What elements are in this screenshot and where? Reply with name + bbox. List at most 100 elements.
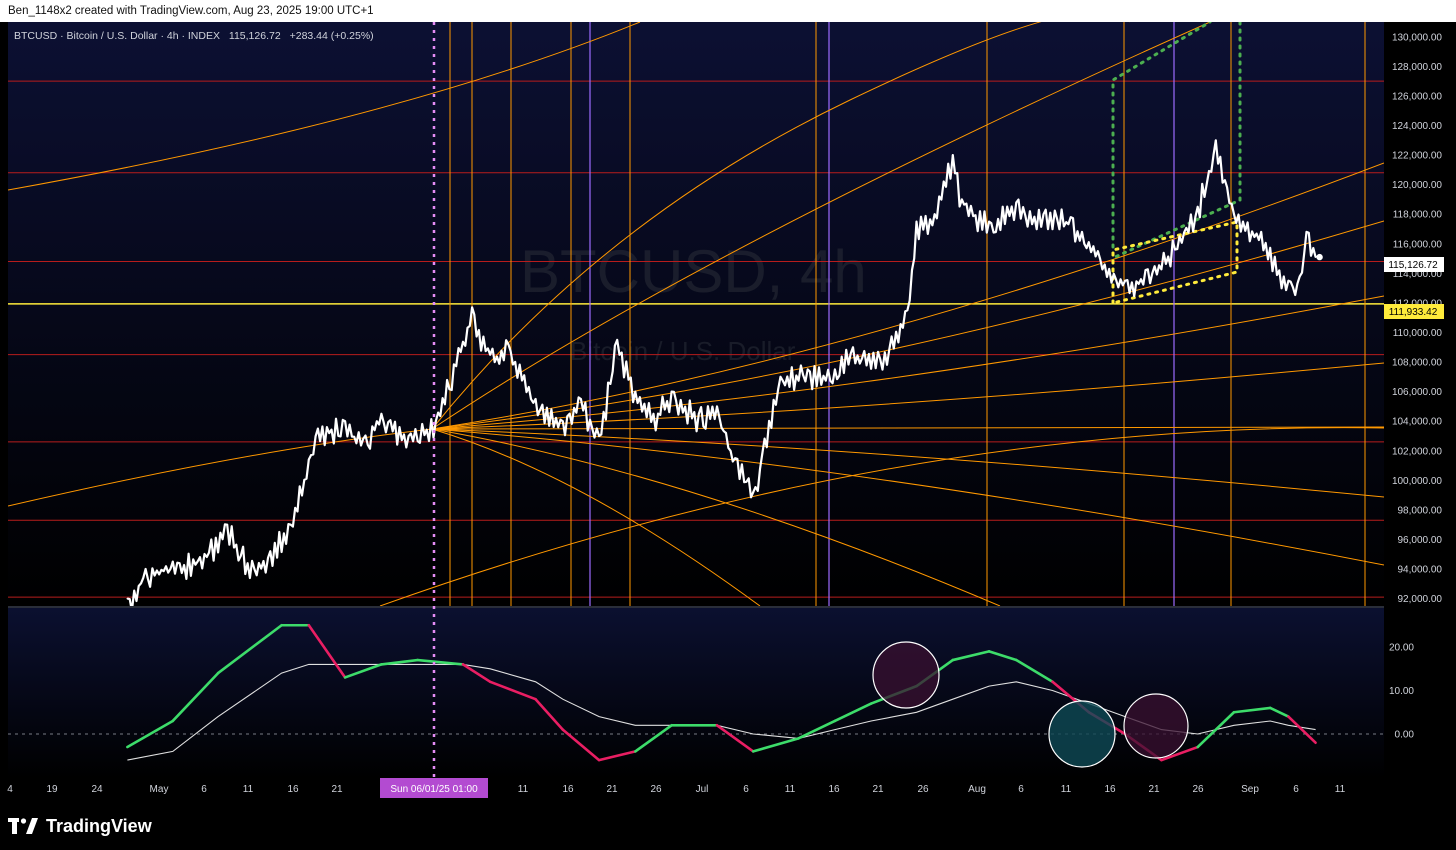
osc-highlight-circle[interactable] (1048, 700, 1116, 768)
last-price-label: 115,126.72 (1388, 260, 1438, 271)
price-point (507, 343, 510, 346)
oscillator-highlights[interactable] (872, 641, 1189, 768)
price-tick-label: 110,000.00 (1393, 328, 1443, 339)
price-point (534, 398, 537, 400)
price-axis[interactable]: 130,000.00 128,000.00 126,000.00 124,000.00… (1392, 32, 1442, 605)
last-price-dot (1316, 253, 1323, 261)
watermark-description: Bitcoin / U.S. Dollar (570, 336, 796, 366)
osc-fast-segment (1160, 745, 1199, 762)
time-tick-label: 11 (785, 784, 796, 795)
price-point (833, 368, 836, 371)
price-series-layer (126, 139, 1323, 606)
price-tick-label: 94,000.00 (1398, 565, 1443, 576)
green-dotted-channel (1111, 22, 1242, 305)
price-point (289, 523, 292, 526)
yellow-dotted-channel (1111, 220, 1239, 305)
osc-highlight-circle[interactable] (872, 641, 940, 709)
price-point (915, 220, 918, 223)
time-tick-label: 11 (243, 784, 254, 795)
osc-fast-segment (534, 697, 565, 731)
arc-line (431, 22, 1211, 430)
time-tick-label: May (150, 784, 169, 795)
price-point (616, 338, 619, 341)
arc-line (8, 22, 641, 191)
watermark-symbol: BTCUSD, 4h (520, 238, 867, 305)
price-tick-label: 118,000.00 (1393, 210, 1443, 221)
price-point (960, 198, 963, 201)
osc-fast-segment (126, 719, 175, 749)
osc-fast-segment (833, 702, 873, 723)
osc-fast-segment (1232, 706, 1272, 714)
fan-line (431, 162, 1384, 430)
price-point (779, 375, 782, 378)
osc-highlight-circle[interactable] (1123, 693, 1189, 759)
time-tick-label: 16 (287, 784, 299, 795)
footer-bar (0, 800, 1456, 850)
osc-fast-segment (797, 719, 837, 740)
osc-fast-segment (416, 658, 465, 666)
level-price-tag: 111,933.42 (1384, 304, 1444, 319)
legend-change: +283.44 (+0.25%) (290, 30, 374, 42)
legend-price: 115,126.72 (229, 30, 281, 42)
price-point (879, 358, 882, 360)
time-axis[interactable]: 4 19 24 May 6 11 16 21 21 11 6 21 26 Jul 6 11 16 21 26 Aug 6… (7, 784, 1345, 795)
time-tick-label: 21 (331, 784, 343, 795)
price-tick-label: 104,000.00 (1392, 417, 1442, 428)
price-point (362, 438, 365, 440)
tradingview-logo[interactable]: TradingView (8, 815, 152, 837)
price-point (670, 390, 673, 393)
price-tick-label: 128,000.00 (1392, 62, 1442, 73)
osc-fast-segment (488, 680, 537, 701)
price-point (1296, 282, 1299, 285)
price-tick-label: 106,000.00 (1392, 387, 1442, 398)
osc-fast-segment (380, 658, 419, 666)
osc-fast-segment (1014, 658, 1054, 684)
price-point (253, 568, 256, 570)
price-tick-label: 100,000.00 (1392, 476, 1442, 487)
price-tick-label: 130,000.00 (1392, 32, 1442, 43)
price-tick-label: 126,000.00 (1392, 91, 1442, 102)
fan-line (431, 428, 761, 606)
price-point (1178, 235, 1181, 238)
price-point (806, 368, 809, 371)
price-tick-label: 112,000.00 (1393, 298, 1443, 309)
price-point (171, 560, 174, 563)
osc-fast-segment (216, 623, 283, 675)
price-point (1242, 220, 1244, 223)
osc-tick-label: 0.00 (1395, 730, 1415, 741)
price-tick-label: 98,000.00 (1398, 505, 1443, 516)
price-point (489, 353, 492, 356)
time-tick-label: 16 (1104, 784, 1116, 795)
price-point (852, 346, 854, 349)
price-point (634, 390, 637, 393)
price-point (1097, 250, 1099, 253)
fan-line (431, 426, 1384, 430)
osc-fast-segment (634, 723, 673, 753)
price-point (906, 309, 909, 312)
time-tick-label: 16 (828, 784, 840, 795)
time-tick-label: 6 (743, 784, 749, 795)
time-tick-label: 21 (1148, 784, 1160, 795)
osc-fast-segment (951, 650, 991, 662)
price-point (407, 435, 410, 437)
fan-line (431, 428, 1384, 498)
arc-line (431, 22, 1130, 430)
price-point (697, 412, 700, 415)
osc-fast-segment (751, 737, 800, 753)
price-tick-label: 92,000.00 (1398, 594, 1443, 605)
oscillator-pane[interactable] (8, 608, 1384, 778)
price-point (716, 405, 718, 408)
price-point (988, 220, 990, 223)
fan-line (431, 295, 1384, 430)
price-point (1305, 231, 1308, 233)
price-point (316, 427, 319, 430)
oscillator-axis[interactable]: 20.00 10.00 0.00 (1389, 643, 1414, 741)
price-point (580, 398, 582, 400)
price-tick-label: 122,000.00 (1392, 151, 1442, 162)
tradingview-brand: TradingView (46, 815, 152, 836)
drawings-layer[interactable] (8, 11, 1384, 606)
time-tick-label: 4 (7, 784, 13, 795)
price-tick-label: 120,000.00 (1392, 180, 1442, 191)
main-pane[interactable] (8, 22, 1384, 606)
